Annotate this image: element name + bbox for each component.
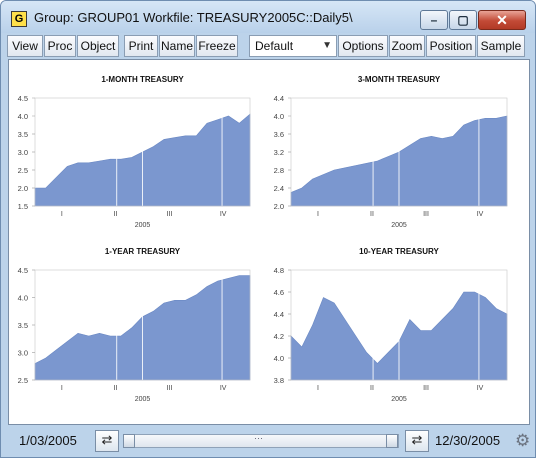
gear-icon[interactable]: ⚙ (515, 431, 531, 450)
x-axis-label: 2005 (391, 222, 407, 229)
chart-title: 10-YEAR TREASURY (359, 247, 439, 256)
minimize-button[interactable]: – (420, 10, 448, 30)
chart-title: 1-MONTH TREASURY (101, 75, 184, 84)
zoom-button[interactable]: Zoom (389, 35, 425, 57)
close-button[interactable]: ✕ (478, 10, 526, 30)
x-tick-label: III (166, 385, 172, 392)
slider-grip-icon: ⋯ (254, 433, 263, 443)
x-tick-label: IV (477, 211, 484, 218)
y-tick-label: 4.0 (18, 112, 28, 121)
y-tick-label: 4.6 (274, 288, 284, 297)
x-tick-label: IV (220, 385, 227, 392)
y-tick-label: 3.0 (18, 349, 28, 358)
sample-range-slider[interactable]: ⋯ (123, 433, 399, 448)
options-button[interactable]: Options (338, 35, 388, 57)
maximize-button[interactable]: ▢ (449, 10, 477, 30)
x-axis-label: 2005 (391, 396, 407, 403)
end-date: 12/30/2005 (435, 433, 501, 448)
end-slider-handle[interactable] (386, 434, 398, 448)
x-tick-label: II (370, 211, 374, 218)
position-button[interactable]: Position (426, 35, 476, 57)
title-bar[interactable]: G Group: GROUP01 Workfile: TREASURY2005C… (1, 1, 535, 33)
y-tick-label: 2.5 (18, 376, 28, 385)
shift-end-arrows-icon[interactable]: ⇄ (405, 430, 429, 452)
plot-frame (290, 269, 508, 381)
y-tick-label: 4.5 (18, 266, 28, 275)
y-tick-label: 3.5 (18, 130, 28, 139)
y-tick-label: 4.4 (274, 310, 284, 319)
start-slider-handle[interactable] (123, 434, 135, 448)
x-tick-label: I (317, 211, 319, 218)
series-area (290, 291, 508, 381)
y-tick-label: 2.0 (18, 184, 28, 193)
y-tick-label: 3.2 (274, 148, 284, 157)
y-tick-label: 1.5 (18, 202, 28, 211)
x-tick-label: II (114, 385, 118, 392)
x-tick-label: II (114, 211, 118, 218)
y-tick-label: 3.6 (274, 130, 284, 139)
x-tick-label: I (317, 385, 319, 392)
view-select[interactable]: Default ▼ (249, 35, 337, 57)
x-tick-label: I (61, 211, 63, 218)
window-title: Group: GROUP01 Workfile: TREASURY2005C::… (34, 10, 353, 25)
start-date: 1/03/2005 (19, 433, 77, 448)
x-axis-label: 2005 (135, 396, 151, 403)
y-tick-label: 4.0 (274, 354, 284, 363)
y-tick-label: 2.5 (18, 166, 28, 175)
y-tick-label: 4.5 (18, 94, 28, 103)
name-button[interactable]: Name (159, 35, 195, 57)
chart-panel-2: 3-MONTH TREASURY2.02.42.83.23.64.04.4I II… (274, 75, 508, 229)
chart-panel-3: 1-YEAR TREASURY2.53.03.54.04.5I II III IV20… (18, 247, 251, 403)
maximize-icon: ▢ (457, 13, 469, 27)
y-tick-label: 3.0 (18, 148, 28, 157)
view-button[interactable]: View (7, 35, 43, 57)
object-button[interactable]: Object (77, 35, 119, 57)
x-tick-label: I (61, 385, 63, 392)
chevron-down-icon: ▼ (322, 40, 332, 51)
print-button[interactable]: Print (124, 35, 158, 57)
graph-area[interactable]: 1-MONTH TREASURY 1.5 2.0 2.5 3.0 3.5 4.0 4.5 I II… (8, 59, 530, 425)
y-tick-label: 4.2 (274, 332, 284, 341)
freeze-button[interactable]: Freeze (196, 35, 238, 57)
x-tick-label: III (423, 211, 429, 218)
y-tick-label: 4.0 (18, 294, 28, 303)
y-tick-label: 3.8 (274, 376, 284, 385)
y-tick-label: 2.8 (274, 166, 284, 175)
group-object-icon: G (11, 11, 27, 27)
view-select-value: Default (255, 39, 294, 53)
x-tick-label: IV (220, 211, 227, 218)
y-tick-label: 2.0 (274, 202, 284, 211)
chart-title: 3-MONTH TREASURY (358, 75, 441, 84)
y-tick-label: 4.8 (274, 266, 284, 275)
x-tick-label: IV (477, 385, 484, 392)
toolbar: View Proc Object Print Name Freeze Defau… (7, 34, 531, 58)
sample-button[interactable]: Sample (477, 35, 525, 57)
close-icon: ✕ (496, 12, 508, 28)
x-tick-label: II (370, 385, 374, 392)
x-axis-label: 2005 (135, 222, 151, 229)
x-tick-label: III (166, 211, 172, 218)
y-tick-label: 2.4 (274, 184, 284, 193)
shift-start-arrows-icon[interactable]: ⇄ (95, 430, 119, 452)
x-tick-label: III (423, 385, 429, 392)
y-tick-label: 4.4 (274, 94, 284, 103)
status-bar: 1/03/2005 ⇄ ⋯ ⇄ 12/30/2005 ⚙ (7, 428, 533, 455)
proc-button[interactable]: Proc (44, 35, 76, 57)
chart-title: 1-YEAR TREASURY (105, 247, 181, 256)
y-tick-label: 4.0 (274, 112, 284, 121)
minimize-icon: – (430, 13, 438, 27)
y-tick-label: 3.5 (18, 321, 28, 330)
